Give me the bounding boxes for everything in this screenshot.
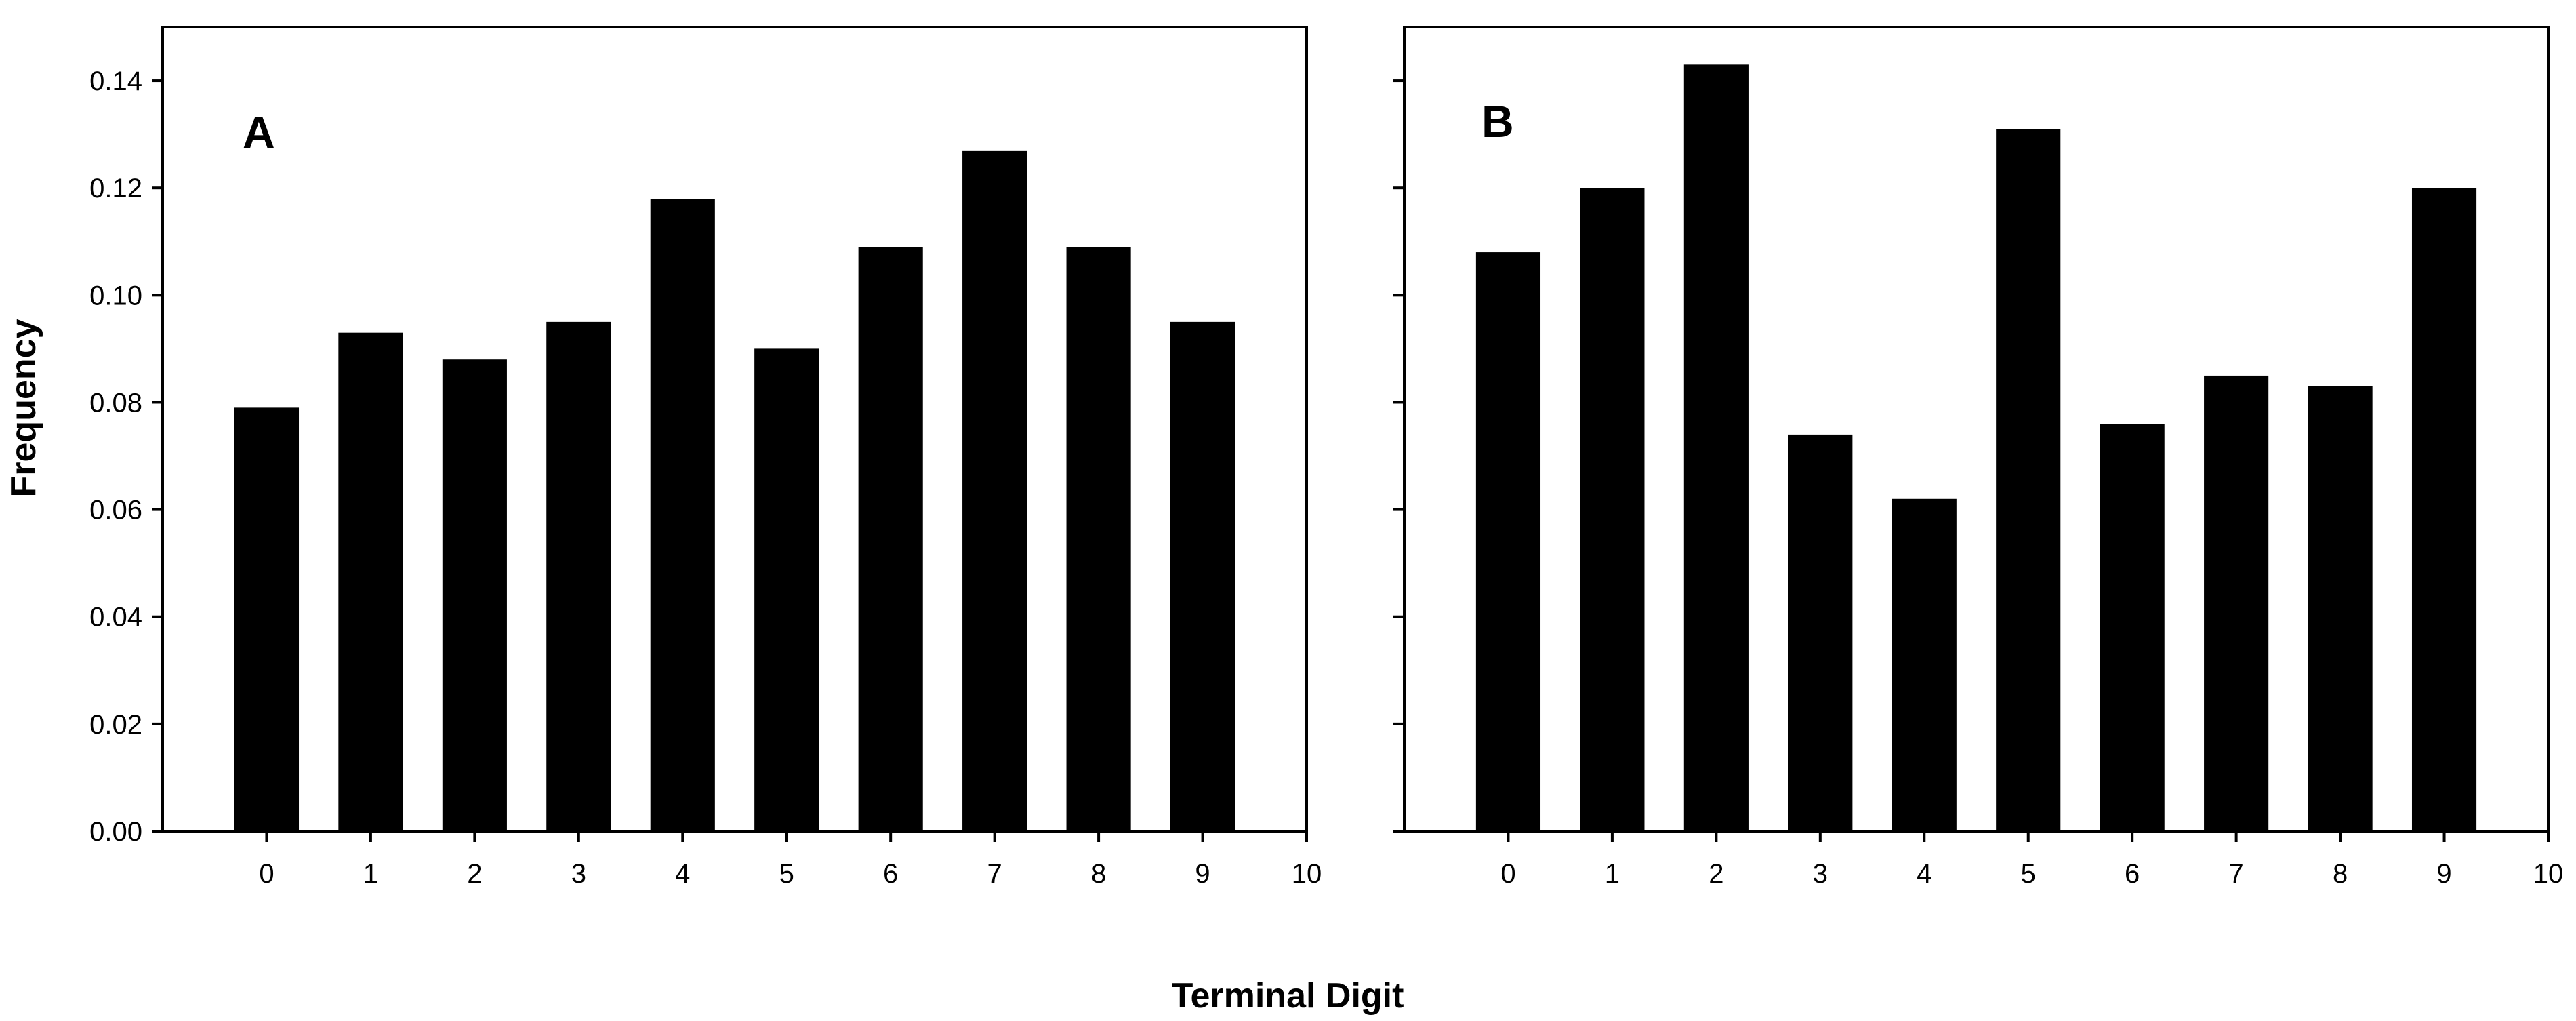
x-tick-label: 0 [1500,859,1515,889]
bar [1580,188,1645,831]
x-tick-label: 3 [571,859,586,889]
y-tick-label: 0.04 [89,603,142,633]
x-tick-label: 1 [1605,859,1620,889]
bar [1788,434,1853,831]
panel-letter: A [243,107,275,157]
bar [962,150,1027,831]
y-tick-label: 0.12 [89,174,142,203]
x-tick-label: 4 [1917,859,1931,889]
x-tick-label: 7 [987,859,1002,889]
x-tick-label: 2 [467,859,482,889]
x-tick-label: 2 [1709,859,1723,889]
panel-letter: B [1481,96,1514,146]
plot-frame [1403,26,2550,833]
bar [1892,498,1957,831]
x-tick-label: 1 [363,859,378,889]
bar [2204,375,2269,831]
bar [1683,64,1749,831]
plot-frame [161,26,1308,833]
bar [650,199,715,832]
x-tick-label: 5 [2021,859,2036,889]
x-tick-label: 6 [2125,859,2140,889]
x-tick-label: 8 [1091,859,1106,889]
y-tick-label: 0.10 [89,281,142,311]
y-tick-label: 0.14 [89,66,142,96]
x-tick-label: 9 [2436,859,2451,889]
bar [234,407,300,831]
y-tick-label: 0.06 [89,496,142,525]
bar [1066,247,1131,831]
bar [1996,129,2061,831]
x-tick-label: 7 [2229,859,2244,889]
bar [2308,386,2373,831]
x-tick-label: 9 [1195,859,1210,889]
bar [2100,424,2165,831]
x-tick-label: 0 [259,859,274,889]
bar [754,348,819,831]
y-axis-title: Frequency [4,319,43,497]
bar [546,321,611,831]
x-tick-label: 10 [1292,859,1322,889]
bar [1475,252,1541,832]
panel-a: 0.00 0.02 0.04 0.06 0.08 0.10 0.12 0.14 0 1 2 3 4 5 6 7… [89,26,1322,889]
y-tick-label: 0.08 [89,388,142,418]
bar [2411,188,2477,831]
panel-b: 0 1 2 3 4 5 6 7 8 9 10 B [1393,26,2564,889]
x-tick-label: 8 [2333,859,2348,889]
x-tick-label: 6 [883,859,898,889]
x-tick-label: 5 [779,859,794,889]
bar [1170,321,1235,831]
bar [338,332,403,831]
x-tick-label: 10 [2533,859,2564,889]
bar [442,359,507,831]
x-tick-label: 3 [1813,859,1828,889]
x-tick-label: 4 [675,859,690,889]
bar [858,247,923,831]
y-tick-label: 0.00 [89,817,142,847]
x-axis-title: Terminal Digit [1172,976,1404,1016]
y-tick-label: 0.02 [89,710,142,740]
